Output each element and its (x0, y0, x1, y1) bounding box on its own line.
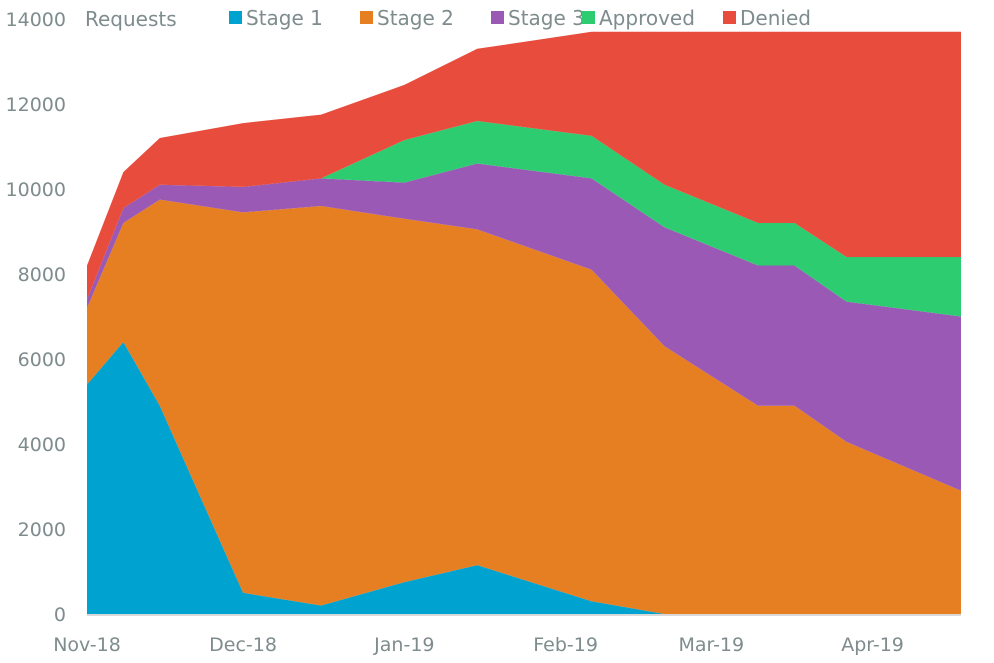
x-tick-label: Nov-18 (53, 634, 121, 656)
legend-label: Approved (599, 6, 695, 30)
area-stage-1 (87, 342, 961, 614)
legend-label: Denied (740, 6, 811, 30)
area-approved (87, 121, 961, 317)
x-axis-ticks: Nov-18 Dec-18 Jan-19 Feb-19 Mar-19 Apr-19 (53, 634, 904, 656)
y-tick-label: 4000 (18, 434, 66, 456)
y-tick-label: 14000 (6, 9, 66, 31)
legend-swatch (582, 11, 595, 24)
legend-label: Stage 1 (246, 6, 323, 30)
y-tick-label: 8000 (18, 264, 66, 286)
y-tick-label: 6000 (18, 349, 66, 371)
legend-swatch (723, 11, 736, 24)
y-axis-ticks: 0 2000 4000 6000 8000 10000 12000 14000 (6, 9, 66, 626)
y-tick-label: 2000 (18, 519, 66, 541)
y-axis-label: Requests (85, 7, 177, 31)
x-tick-label: Jan-19 (373, 634, 434, 656)
y-tick-label: 12000 (6, 94, 66, 116)
legend: Stage 1 Stage 2 Stage 3 Approved Denied (229, 6, 811, 30)
legend-item-approved: Approved (582, 6, 695, 30)
legend-swatch (360, 11, 373, 24)
y-tick-label: 0 (54, 604, 66, 626)
area-denied (87, 31, 961, 300)
area-stage-2 (87, 199, 961, 614)
area-stage-3 (87, 163, 961, 491)
x-tick-label: Apr-19 (841, 634, 904, 656)
x-tick-label: Feb-19 (533, 634, 598, 656)
legend-item-stage-1: Stage 1 (229, 6, 323, 30)
y-tick-label: 10000 (6, 179, 66, 201)
legend-item-denied: Denied (723, 6, 811, 30)
legend-label: Stage 3 (508, 6, 585, 30)
legend-item-stage-3: Stage 3 (491, 6, 585, 30)
x-tick-label: Mar-19 (678, 634, 744, 656)
areas-layer (87, 31, 961, 614)
legend-swatch (491, 11, 504, 24)
legend-item-stage-2: Stage 2 (360, 6, 454, 30)
x-tick-label: Dec-18 (209, 634, 277, 656)
legend-label: Stage 2 (377, 6, 454, 30)
legend-swatch (229, 11, 242, 24)
